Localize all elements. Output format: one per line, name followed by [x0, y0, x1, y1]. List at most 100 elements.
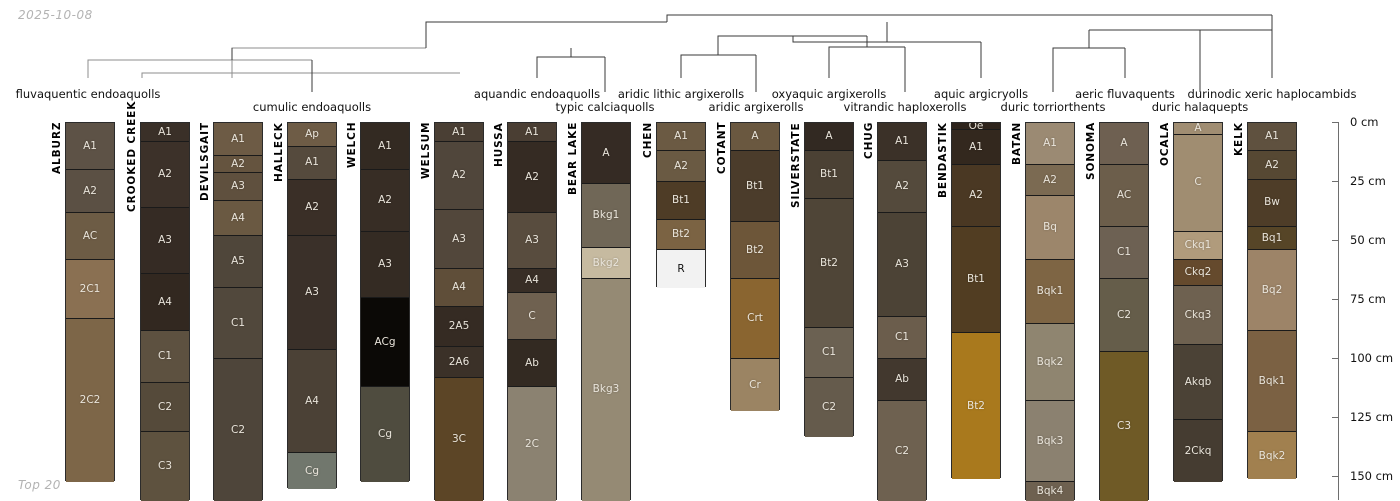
soil-horizon[interactable]: A3	[361, 231, 409, 298]
profile-column[interactable]: A Bt1 Bt2 C1 C2	[804, 122, 854, 437]
soil-horizon[interactable]: A2	[361, 170, 409, 232]
soil-horizon[interactable]: Bqk3	[1026, 401, 1074, 482]
soil-horizon[interactable]: A4	[508, 269, 556, 293]
profile-column[interactable]: A1 A2 A3 ACg Cg	[360, 122, 410, 482]
soil-horizon[interactable]: Bt2	[657, 219, 705, 251]
soil-horizon[interactable]: A3	[214, 172, 262, 201]
soil-horizon[interactable]: A1	[1026, 123, 1074, 166]
soil-horizon[interactable]: C1	[214, 288, 262, 359]
soil-horizon[interactable]: A1	[288, 146, 336, 180]
profile-column[interactable]: A1 A2 Bw Bq1 Bq2 Bqk1 Bqk2	[1247, 122, 1297, 480]
profile-column[interactable]: A1 A2 A3 C1 Ab C2	[877, 122, 927, 501]
soil-horizon[interactable]: Bw	[1248, 179, 1296, 227]
soil-horizon[interactable]: A2	[214, 156, 262, 173]
soil-horizon[interactable]: C1	[1100, 226, 1148, 279]
profile-column[interactable]: A C Ckq1 Ckq2 Ckq3 Akqb 2Ckq	[1173, 122, 1223, 482]
profile-column[interactable]: Oe A1 A2 Bt1 Bt2	[951, 122, 1001, 480]
soil-horizon[interactable]: Ab	[878, 359, 926, 402]
soil-horizon[interactable]: Cg	[361, 387, 409, 482]
soil-horizon[interactable]: C2	[141, 382, 189, 433]
soil-horizon[interactable]: Bqk1	[1248, 330, 1296, 433]
soil-horizon[interactable]: A1	[657, 123, 705, 152]
soil-horizon[interactable]: C	[1174, 134, 1222, 232]
soil-horizon[interactable]: A1	[141, 123, 189, 142]
soil-horizon[interactable]: Bqk4	[1026, 481, 1074, 501]
soil-horizon[interactable]: Bq1	[1248, 226, 1296, 251]
profile-column[interactable]: A1 A2 A3 A4 C Ab 2C	[507, 122, 557, 501]
soil-horizon[interactable]: 3C	[435, 377, 483, 501]
soil-horizon[interactable]: Bkg3	[582, 278, 630, 501]
soil-horizon[interactable]: R	[657, 250, 705, 289]
soil-horizon[interactable]: Cg	[288, 453, 336, 489]
soil-horizon[interactable]: A2	[1248, 151, 1296, 180]
soil-horizon[interactable]: A	[1174, 123, 1222, 135]
profile-column[interactable]: A1 A2 A3 A4 A5 C1 C2	[213, 122, 263, 501]
soil-horizon[interactable]: C2	[805, 377, 853, 437]
profile-column[interactable]: A1 A2 AC 2C1 2C2	[65, 122, 115, 482]
soil-horizon[interactable]: Crt	[731, 278, 779, 359]
soil-horizon[interactable]: 2C	[508, 387, 556, 501]
soil-horizon[interactable]: A5	[214, 236, 262, 289]
soil-horizon[interactable]: ACg	[361, 297, 409, 388]
profile-column[interactable]: A1 A2 A3 A4 C1 C2 C3	[140, 122, 190, 501]
soil-horizon[interactable]: Bqk2	[1026, 323, 1074, 402]
profile-column[interactable]: A Bkg1 Bkg2 Bkg3	[581, 122, 631, 501]
profile-column[interactable]: Ap A1 A2 A3 A4 Cg	[287, 122, 337, 489]
soil-horizon[interactable]: A2	[435, 141, 483, 211]
soil-horizon[interactable]: Bkg2	[582, 248, 630, 279]
profile-column[interactable]: A Bt1 Bt2 Crt Cr	[730, 122, 780, 411]
soil-horizon[interactable]: Ab	[508, 340, 556, 388]
soil-horizon[interactable]: C1	[141, 330, 189, 383]
soil-horizon[interactable]: A1	[952, 130, 1000, 166]
soil-horizon[interactable]: Bt2	[731, 222, 779, 279]
soil-horizon[interactable]: C3	[1100, 351, 1148, 501]
soil-horizon[interactable]: A2	[141, 141, 189, 208]
soil-horizon[interactable]: Ap	[288, 123, 336, 147]
soil-horizon[interactable]: C1	[805, 328, 853, 378]
soil-horizon[interactable]: A2	[1026, 165, 1074, 197]
soil-horizon[interactable]: A4	[288, 349, 336, 454]
profile-column[interactable]: A1 A2 A3 A4 2A5 2A6 3C	[434, 122, 484, 501]
soil-horizon[interactable]: A1	[508, 123, 556, 142]
soil-horizon[interactable]: Cr	[731, 359, 779, 411]
soil-horizon[interactable]: A1	[878, 123, 926, 161]
soil-horizon[interactable]: Bt1	[805, 151, 853, 199]
profile-column[interactable]: A1 A2 Bt1 Bt2 R	[656, 122, 706, 289]
soil-horizon[interactable]: A2	[66, 170, 114, 213]
soil-horizon[interactable]: AC	[1100, 165, 1148, 227]
soil-horizon[interactable]: C	[508, 292, 556, 341]
soil-horizon[interactable]: A2	[288, 179, 336, 237]
soil-horizon[interactable]: Oe	[952, 123, 1000, 131]
soil-horizon[interactable]: C3	[141, 432, 189, 501]
soil-horizon[interactable]: A1	[214, 123, 262, 157]
soil-horizon[interactable]: A1	[1248, 123, 1296, 152]
soil-horizon[interactable]: Ckq1	[1174, 231, 1222, 260]
profile-column[interactable]: A AC C1 C2 C3	[1099, 122, 1149, 501]
soil-horizon[interactable]: 2Ckq	[1174, 420, 1222, 482]
soil-horizon[interactable]: Bt1	[952, 226, 1000, 334]
soil-horizon[interactable]: A2	[878, 160, 926, 213]
soil-horizon[interactable]: A	[582, 123, 630, 185]
soil-horizon[interactable]: A3	[435, 210, 483, 270]
soil-horizon[interactable]: A	[805, 123, 853, 152]
soil-horizon[interactable]: Ckq3	[1174, 285, 1222, 345]
soil-horizon[interactable]: A1	[66, 123, 114, 171]
soil-horizon[interactable]: A3	[288, 236, 336, 350]
soil-horizon[interactable]: C2	[214, 359, 262, 501]
soil-horizon[interactable]: Ckq2	[1174, 259, 1222, 286]
soil-horizon[interactable]: A4	[141, 274, 189, 331]
soil-horizon[interactable]: Bt1	[731, 151, 779, 223]
soil-horizon[interactable]: A3	[141, 207, 189, 275]
soil-horizon[interactable]: A2	[657, 151, 705, 182]
soil-horizon[interactable]: Bqk1	[1026, 259, 1074, 324]
profile-column[interactable]: A1 A2 Bq Bqk1 Bqk2 Bqk3 Bqk4	[1025, 122, 1075, 501]
soil-horizon[interactable]: A	[1100, 123, 1148, 166]
soil-horizon[interactable]: C2	[1100, 278, 1148, 352]
soil-horizon[interactable]: Bkg1	[582, 184, 630, 249]
soil-horizon[interactable]: Bq	[1026, 196, 1074, 260]
soil-horizon[interactable]: A	[731, 123, 779, 152]
soil-horizon[interactable]: 2A5	[435, 307, 483, 348]
soil-horizon[interactable]: C1	[878, 316, 926, 359]
soil-horizon[interactable]: A1	[361, 123, 409, 171]
soil-horizon[interactable]: A1	[435, 123, 483, 142]
